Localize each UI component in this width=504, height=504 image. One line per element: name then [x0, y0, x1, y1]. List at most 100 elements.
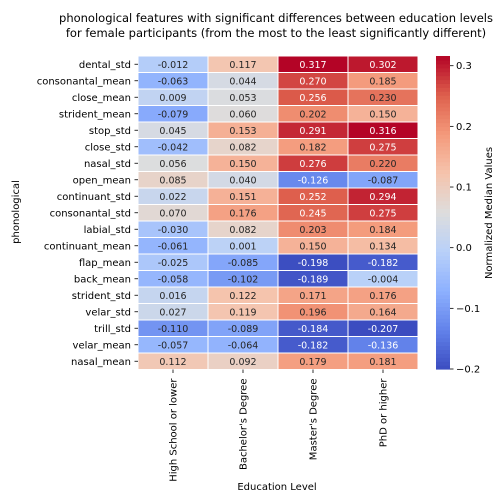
- cell-value-label: -0.189: [298, 274, 329, 285]
- row-label: strident_std: [72, 291, 131, 302]
- cell-value-label: 0.045: [159, 126, 186, 137]
- column-label: Master's Degree: [309, 379, 320, 461]
- colorbar-segment: [436, 302, 450, 307]
- colorbar-segment: [436, 353, 450, 358]
- cell-value-label: -0.184: [298, 324, 329, 335]
- colorbar-segment: [436, 134, 450, 139]
- colorbar: −0.2 −0.1 0.0 0.1 0.2 0.3: [436, 56, 480, 376]
- row-label: close_mean: [72, 93, 131, 104]
- cell-value-label: 0.203: [299, 225, 326, 236]
- cell-value-label: 0.027: [159, 307, 186, 318]
- cell-value-label: 0.122: [229, 291, 256, 302]
- cell-value-label: 0.275: [369, 142, 396, 153]
- cell-value-label: 0.291: [299, 126, 326, 137]
- colorbar-segment: [436, 247, 450, 253]
- colorbar-segment: [436, 114, 450, 120]
- chart-title-line-2: for female participants (from the most t…: [66, 26, 486, 40]
- cell-value-label: 0.016: [159, 291, 186, 302]
- colorbar-segment: [436, 220, 450, 225]
- colorbar-segment: [436, 145, 450, 151]
- cell-value-label: 0.181: [369, 357, 396, 368]
- row-label: consonantal_mean: [37, 76, 131, 87]
- colorbar-segment: [436, 224, 450, 229]
- colorbar-segment: [436, 71, 450, 77]
- colorbar-segment: [436, 310, 450, 315]
- colorbar-segment: [436, 216, 450, 221]
- colorbar-segment: [436, 337, 450, 343]
- row-label: nasal_std: [84, 159, 131, 170]
- cell-value-label: 0.009: [159, 93, 186, 104]
- column-label: PhD or higher: [379, 378, 390, 448]
- colorbar-segment: [436, 263, 450, 268]
- cell-value-label: 0.150: [299, 241, 326, 252]
- row-label: nasal_mean: [71, 357, 131, 368]
- colorbar-segment: [436, 345, 450, 351]
- cell-value-label: -0.042: [158, 142, 189, 153]
- row-label: continuant_std: [57, 192, 131, 203]
- colorbar-segment: [436, 357, 450, 362]
- cell-value-label: -0.012: [158, 60, 189, 71]
- colorbar-segment: [436, 189, 450, 194]
- cell-value-label: 0.220: [369, 159, 396, 170]
- colorbar-segment: [436, 118, 450, 124]
- colorbar-tick-label: −0.1: [456, 304, 480, 315]
- colorbar-segment: [436, 56, 450, 61]
- colorbar-segment: [436, 126, 450, 131]
- colorbar-segment: [436, 95, 450, 100]
- cell-value-label: -0.136: [368, 340, 399, 351]
- cell-value-label: -0.182: [368, 258, 399, 269]
- colorbar-segment: [436, 149, 450, 155]
- colorbar-segment: [436, 185, 450, 190]
- cell-value-label: -0.004: [368, 274, 399, 285]
- colorbar-segment: [436, 271, 450, 276]
- colorbar-segment: [436, 177, 450, 182]
- x-axis-label: Education Level: [237, 482, 316, 493]
- cell-value-label: 0.275: [369, 208, 396, 219]
- cell-value-label: 0.176: [229, 208, 256, 219]
- cell-value-label: 0.134: [369, 241, 396, 252]
- colorbar-segment: [436, 91, 450, 96]
- cell-value-label: 0.150: [369, 109, 396, 120]
- cell-value-label: 0.196: [299, 307, 326, 318]
- row-label: flap_mean: [79, 258, 131, 269]
- colorbar-segment: [436, 251, 450, 257]
- cell-value-label: 0.270: [299, 76, 326, 87]
- cell-value-label: -0.110: [158, 324, 189, 335]
- cell-value-label: 0.317: [299, 60, 326, 71]
- colorbar-segment: [436, 286, 450, 292]
- colorbar-segment: [436, 122, 450, 128]
- colorbar-segment: [436, 349, 450, 354]
- column-label: Bachelor's Degree: [239, 379, 250, 471]
- colorbar-segment: [436, 212, 450, 218]
- colorbar-segment: [436, 83, 450, 88]
- colorbar-segment: [436, 279, 450, 284]
- cell-value-label: -0.061: [158, 241, 189, 252]
- colorbar-segment: [436, 181, 450, 186]
- colorbar-segment: [436, 282, 450, 288]
- cell-value-label: 0.022: [159, 192, 186, 203]
- cell-value-label: 0.245: [299, 208, 326, 219]
- colorbar-segment: [436, 314, 450, 319]
- colorbar-segment: [436, 255, 450, 261]
- colorbar-tick-label: 0.1: [456, 183, 472, 194]
- cell-value-label: 0.056: [159, 159, 186, 170]
- cell-value-label: -0.085: [228, 258, 259, 269]
- cell-value-label: -0.126: [298, 175, 329, 186]
- cell-value-label: -0.207: [368, 324, 399, 335]
- colorbar-segment: [436, 169, 450, 174]
- cell-value-label: -0.102: [228, 274, 259, 285]
- cell-value-label: 0.119: [229, 307, 256, 318]
- cell-value-label: 0.070: [159, 208, 186, 219]
- row-label: labial_std: [84, 225, 131, 236]
- colorbar-segment: [436, 110, 450, 116]
- cell-value-label: 0.153: [229, 126, 256, 137]
- colorbar-segment: [436, 341, 450, 347]
- column-label: High School or lower: [169, 378, 180, 482]
- row-label: dental_std: [79, 60, 131, 71]
- colorbar-segment: [436, 259, 450, 264]
- cell-value-label: 0.044: [229, 76, 256, 87]
- column-labels: High School or lower Bachelor's Degree Mas…: [169, 369, 390, 482]
- colorbar-segment: [436, 298, 450, 304]
- colorbar-segment: [436, 329, 450, 335]
- colorbar-segment: [436, 130, 450, 135]
